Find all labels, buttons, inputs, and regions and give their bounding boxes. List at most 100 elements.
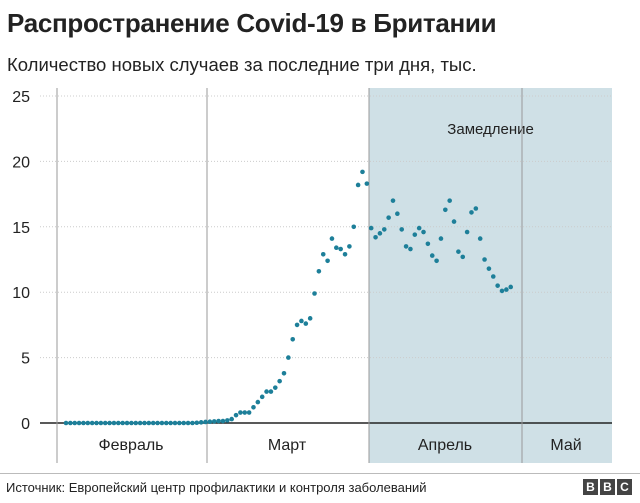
- data-point: [377, 231, 383, 236]
- data-point: [233, 412, 239, 418]
- y-tick-label: 15: [12, 220, 30, 237]
- data-point: [72, 420, 78, 426]
- data-point: [194, 420, 200, 426]
- y-tick-label: 25: [12, 89, 30, 106]
- data-point: [469, 210, 474, 215]
- x-month-label: Февраль: [98, 437, 163, 454]
- data-point: [447, 198, 452, 203]
- data-point: [464, 229, 470, 235]
- data-point: [146, 420, 152, 426]
- data-point: [277, 378, 282, 384]
- data-point: [329, 236, 335, 241]
- data-point: [94, 420, 99, 426]
- data-point: [403, 244, 409, 249]
- data-point: [155, 420, 160, 426]
- data-point: [177, 420, 182, 426]
- data-point: [399, 227, 405, 232]
- data-point: [486, 266, 492, 271]
- bbc-logo-letter: C: [617, 479, 632, 495]
- data-point: [434, 258, 439, 264]
- chart-subtitle: Количество новых случаев за последние тр…: [7, 54, 477, 75]
- data-point: [281, 370, 287, 376]
- data-point: [421, 229, 426, 235]
- data-point: [268, 389, 274, 394]
- bbc-logo-letter: B: [600, 479, 615, 495]
- data-point: [102, 420, 108, 426]
- data-point: [207, 419, 213, 424]
- data-point: [116, 420, 121, 426]
- data-point: [68, 420, 73, 426]
- data-point: [425, 241, 431, 247]
- bbc-logo-letter: B: [583, 479, 598, 495]
- data-point: [185, 420, 191, 426]
- shaded-region-label: Замедление: [447, 121, 534, 138]
- data-point: [211, 419, 217, 424]
- data-point: [347, 244, 352, 249]
- data-point: [316, 268, 322, 274]
- data-point: [386, 215, 391, 220]
- data-point: [89, 420, 95, 426]
- y-tick-label: 10: [12, 285, 30, 302]
- data-point: [299, 318, 304, 324]
- data-point: [225, 418, 230, 423]
- data-point: [111, 420, 117, 426]
- data-point: [451, 219, 457, 224]
- data-point: [416, 225, 422, 231]
- data-point: [412, 232, 418, 237]
- data-point: [360, 169, 365, 175]
- data-point: [408, 246, 413, 252]
- data-point: [334, 245, 339, 251]
- data-point: [338, 246, 343, 252]
- chart-title: Распространение Covid-19 в Британии: [7, 8, 497, 38]
- data-point: [482, 257, 487, 262]
- data-point: [381, 227, 387, 232]
- data-point: [107, 420, 112, 426]
- data-point: [495, 283, 500, 288]
- data-point: [429, 253, 435, 258]
- data-point: [490, 274, 496, 279]
- data-point: [438, 236, 444, 241]
- data-point: [477, 236, 483, 241]
- data-point: [307, 316, 313, 321]
- data-point: [259, 394, 265, 400]
- data-point: [98, 420, 104, 426]
- data-point: [172, 420, 178, 426]
- x-month-label: Апрель: [418, 437, 472, 454]
- y-tick-label: 20: [12, 154, 30, 171]
- data-point: [190, 420, 195, 426]
- x-month-label: Март: [268, 437, 307, 454]
- data-point: [443, 207, 448, 213]
- data-point: [124, 420, 130, 426]
- data-point: [390, 198, 396, 203]
- data-point: [286, 355, 291, 360]
- data-point: [320, 251, 326, 257]
- data-point: [351, 224, 357, 230]
- data-point: [473, 206, 479, 211]
- data-point: [504, 287, 509, 292]
- data-point: [303, 321, 309, 326]
- data-point: [129, 420, 134, 426]
- source-note: Источник: Европейский центр профилактики…: [6, 480, 427, 495]
- data-point: [198, 420, 204, 425]
- data-point: [159, 420, 165, 426]
- data-point: [220, 418, 226, 424]
- data-point: [355, 182, 361, 188]
- covid-chart: Замедление 0 5 10 15 20 25 Февраль Март Апрель Май: [12, 88, 612, 463]
- data-point: [81, 420, 86, 426]
- data-point: [246, 410, 252, 415]
- x-month-label: Май: [550, 437, 581, 454]
- data-point: [76, 420, 82, 426]
- y-tick-label: 5: [21, 351, 30, 368]
- footer-divider: [0, 473, 640, 474]
- data-point: [120, 420, 125, 426]
- data-point: [395, 211, 400, 217]
- data-point: [255, 399, 261, 405]
- data-point: [508, 284, 514, 290]
- data-point: [499, 288, 505, 294]
- data-point: [325, 258, 330, 264]
- data-point: [142, 420, 147, 426]
- data-point: [456, 249, 461, 254]
- data-point: [203, 419, 208, 425]
- data-point: [163, 420, 169, 426]
- data-point: [368, 225, 374, 231]
